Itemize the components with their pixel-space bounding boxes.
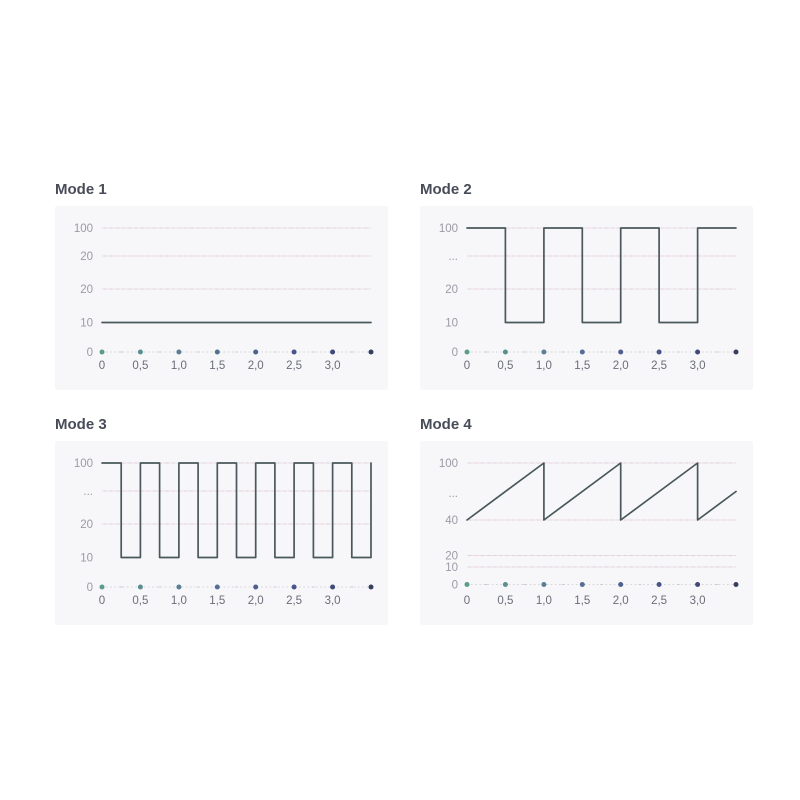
svg-text:10: 10: [80, 553, 93, 565]
svg-text:...: ...: [448, 251, 458, 263]
svg-text:0: 0: [464, 360, 470, 372]
svg-text:2,5: 2,5: [651, 595, 667, 607]
svg-text:0: 0: [87, 347, 93, 359]
svg-text:1,0: 1,0: [171, 595, 187, 607]
svg-text:40: 40: [445, 515, 458, 527]
svg-text:10: 10: [80, 318, 93, 330]
svg-text:2,5: 2,5: [286, 595, 302, 607]
svg-text:3,0: 3,0: [690, 360, 706, 372]
svg-text:3,0: 3,0: [325, 595, 341, 607]
svg-text:0: 0: [452, 347, 458, 359]
svg-text:0: 0: [99, 360, 105, 372]
svg-text:0,5: 0,5: [497, 595, 513, 607]
svg-text:20: 20: [445, 551, 458, 563]
svg-text:10: 10: [445, 562, 458, 574]
svg-text:1,0: 1,0: [536, 595, 552, 607]
svg-text:1,0: 1,0: [536, 360, 552, 372]
svg-text:20: 20: [80, 284, 93, 296]
svg-text:2,5: 2,5: [286, 360, 302, 372]
svg-text:0: 0: [87, 582, 93, 594]
svg-text:0: 0: [452, 580, 458, 592]
svg-text:20: 20: [80, 251, 93, 263]
svg-text:2,0: 2,0: [613, 595, 629, 607]
svg-text:...: ...: [83, 486, 93, 498]
svg-text:1,5: 1,5: [574, 360, 590, 372]
svg-text:10: 10: [445, 318, 458, 330]
svg-text:100: 100: [439, 223, 458, 235]
svg-text:0: 0: [464, 595, 470, 607]
svg-text:2,0: 2,0: [248, 360, 264, 372]
svg-text:2,0: 2,0: [613, 360, 629, 372]
svg-text:1,5: 1,5: [574, 595, 590, 607]
svg-text:3,0: 3,0: [325, 360, 341, 372]
svg-text:...: ...: [448, 488, 458, 500]
svg-text:1,0: 1,0: [171, 360, 187, 372]
svg-text:100: 100: [74, 223, 93, 235]
svg-text:1,5: 1,5: [209, 595, 225, 607]
svg-text:0,5: 0,5: [132, 360, 148, 372]
svg-text:2,0: 2,0: [248, 595, 264, 607]
svg-text:0: 0: [99, 595, 105, 607]
svg-text:3,0: 3,0: [690, 595, 706, 607]
svg-text:0,5: 0,5: [132, 595, 148, 607]
svg-text:20: 20: [80, 519, 93, 531]
svg-text:20: 20: [445, 284, 458, 296]
svg-text:2,5: 2,5: [651, 360, 667, 372]
svg-text:100: 100: [439, 458, 458, 470]
svg-text:1,5: 1,5: [209, 360, 225, 372]
svg-text:0,5: 0,5: [497, 360, 513, 372]
svg-text:100: 100: [74, 458, 93, 470]
